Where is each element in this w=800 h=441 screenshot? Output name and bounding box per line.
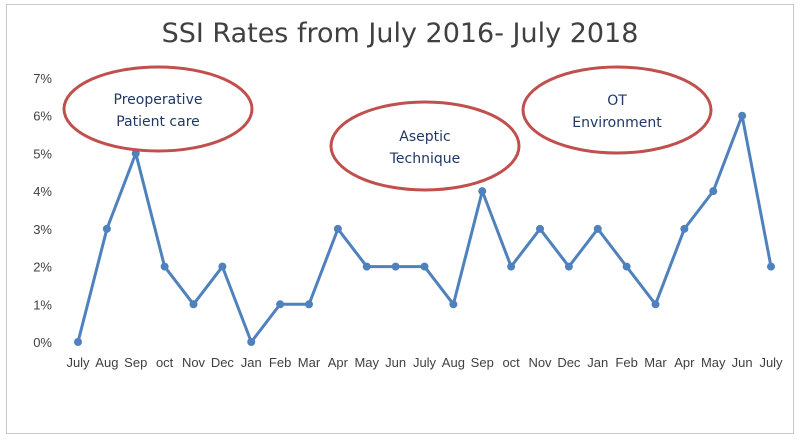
annotation-text: Preoperative — [114, 92, 203, 108]
x-tick-label: July — [66, 355, 90, 370]
annotation-ellipse — [329, 100, 521, 192]
x-tick-label: Apr — [328, 355, 349, 370]
data-point — [680, 224, 689, 233]
x-tick-label: May — [354, 355, 379, 370]
y-tick-label: 6% — [33, 109, 52, 124]
annotation-ellipse — [521, 65, 713, 155]
x-tick-label: Dec — [211, 355, 235, 370]
data-point — [507, 262, 516, 271]
annotation-text: Aseptic — [399, 129, 450, 145]
y-axis: 0% 1% 2% 3% 4% 5% 6% 7% — [33, 71, 52, 350]
data-point — [305, 300, 313, 309]
x-tick-label: Jun — [732, 355, 753, 370]
annotation-callout: Aseptic Technique — [329, 100, 521, 192]
data-point — [738, 111, 747, 120]
y-tick-label: 2% — [33, 260, 52, 275]
y-tick-label: 5% — [33, 146, 52, 161]
x-tick-label: July — [413, 355, 437, 370]
x-tick-label: Aug — [442, 355, 465, 370]
annotation-text: Technique — [389, 151, 461, 167]
data-point — [420, 262, 429, 271]
data-point — [767, 262, 775, 271]
y-tick-label: 7% — [33, 71, 52, 86]
chart-title: SSI Rates from July 2016- July 2018 — [161, 18, 639, 49]
data-point — [709, 187, 718, 196]
x-tick-label: Feb — [615, 355, 637, 370]
annotation-text: Environment — [572, 115, 662, 131]
data-point — [333, 224, 342, 233]
x-tick-label: Apr — [674, 355, 695, 370]
data-point — [276, 300, 285, 309]
x-tick-label: Jun — [385, 355, 406, 370]
x-tick-label: Jan — [587, 355, 608, 370]
data-point — [74, 338, 82, 346]
y-tick-label: 3% — [33, 222, 52, 237]
data-point — [478, 187, 487, 196]
x-tick-label: Mar — [298, 355, 321, 370]
data-point — [189, 300, 198, 309]
data-point — [651, 300, 660, 309]
x-tick-label: Feb — [269, 355, 291, 370]
data-point — [622, 262, 631, 271]
x-tick-label: Jan — [241, 355, 262, 370]
x-tick-label: oct — [156, 355, 174, 370]
x-tick-label: Nov — [528, 355, 552, 370]
data-point — [247, 338, 256, 346]
x-tick-label: Mar — [644, 355, 667, 370]
y-tick-label: 1% — [33, 297, 52, 312]
x-axis: July Aug Sep oct Nov Dec Jan Feb Mar Apr May Jun Jul… — [66, 355, 783, 370]
annotation-callout: Preoperative Patient care — [62, 65, 254, 153]
data-point — [536, 224, 544, 233]
x-tick-label: oct — [502, 355, 520, 370]
y-tick-label: 4% — [33, 184, 52, 199]
annotation-text: OT — [607, 93, 627, 109]
data-point — [391, 262, 400, 271]
data-point — [593, 224, 602, 233]
x-tick-label: Aug — [95, 355, 118, 370]
data-point — [449, 300, 458, 309]
annotation-text: Patient care — [116, 114, 200, 130]
x-tick-label: May — [701, 355, 726, 370]
data-point — [362, 262, 371, 271]
annotation-ellipse — [62, 65, 254, 153]
data-point — [564, 262, 573, 271]
x-tick-label: July — [759, 355, 783, 370]
data-point — [218, 262, 227, 271]
annotation-callout: OT Environment — [521, 65, 713, 155]
x-tick-label: Sep — [124, 355, 147, 370]
data-point — [102, 224, 111, 233]
data-point — [160, 262, 169, 271]
y-tick-label: 0% — [33, 335, 52, 350]
x-tick-label: Sep — [471, 355, 494, 370]
annotations: Preoperative Patient care Aseptic Technique… — [62, 65, 713, 192]
x-tick-label: Nov — [182, 355, 206, 370]
x-tick-label: Dec — [557, 355, 581, 370]
